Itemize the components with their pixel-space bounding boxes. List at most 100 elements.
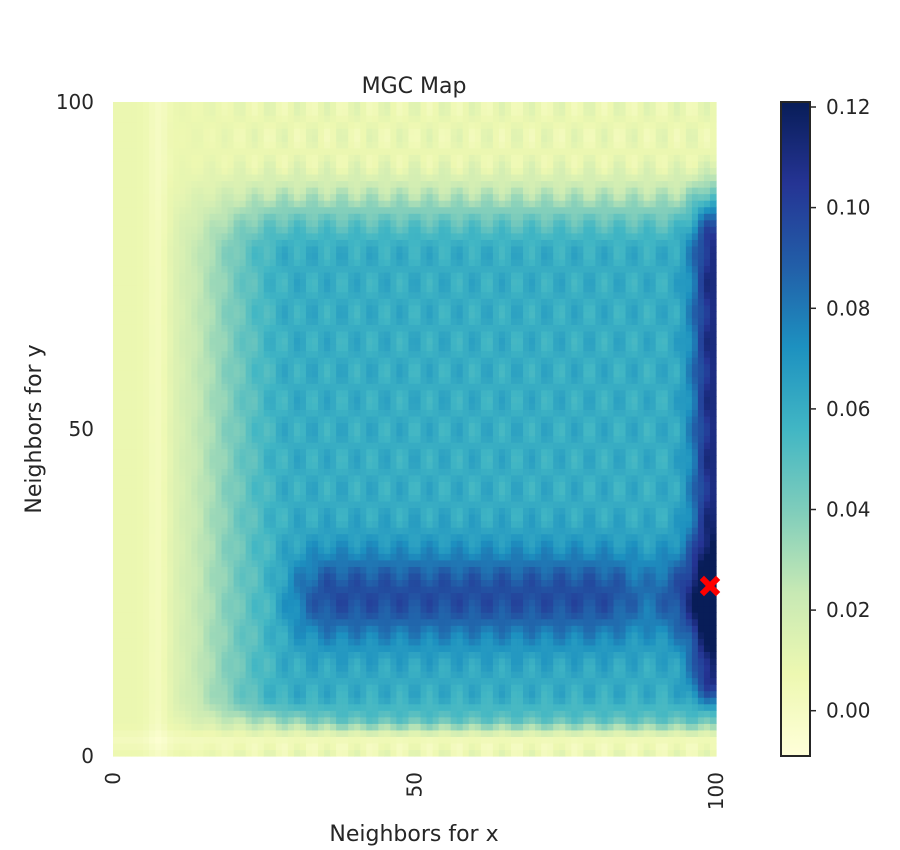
heatmap-cell <box>691 651 699 659</box>
heatmap-cell <box>492 742 500 751</box>
heatmap-cell <box>607 729 615 737</box>
heatmap-cell <box>125 697 132 705</box>
heatmap-cell <box>360 729 367 737</box>
heatmap-cell <box>450 664 458 672</box>
heatmap-cell <box>227 455 235 463</box>
heatmap-cell <box>667 742 675 751</box>
heatmap-cell <box>504 559 512 567</box>
heatmap-cell <box>420 736 428 744</box>
heatmap-cell <box>643 592 651 600</box>
heatmap-cell <box>492 546 500 554</box>
heatmap-cell <box>263 638 271 646</box>
heatmap-cell <box>547 559 554 567</box>
heatmap-cell <box>360 684 367 692</box>
heatmap-cell <box>384 592 391 600</box>
heatmap-cell <box>504 723 512 731</box>
heatmap-cell <box>305 435 313 443</box>
heatmap-cell <box>354 500 361 509</box>
heatmap-cell <box>336 592 343 600</box>
heatmap-cell <box>402 474 410 482</box>
heatmap-cell <box>203 651 211 659</box>
heatmap-cell <box>474 442 482 450</box>
heatmap-cell <box>613 612 621 620</box>
heatmap-cell <box>293 605 301 613</box>
heatmap-cell <box>426 520 434 528</box>
heatmap-cell <box>281 742 289 751</box>
heatmap-cell <box>143 742 150 751</box>
heatmap-cell <box>269 716 277 724</box>
heatmap-cell <box>450 468 458 476</box>
heatmap-cell <box>221 670 229 679</box>
heatmap-cell <box>287 612 295 620</box>
heatmap-cell <box>492 664 500 672</box>
heatmap-cell <box>233 599 241 607</box>
heatmap-cell <box>504 592 512 600</box>
heatmap-cell <box>535 618 542 626</box>
heatmap-cell <box>293 703 301 711</box>
heatmap-cell <box>577 553 584 561</box>
heatmap-cell <box>685 742 693 751</box>
heatmap-cell <box>547 435 554 443</box>
heatmap-cell <box>468 533 476 541</box>
heatmap-cell <box>553 553 560 561</box>
heatmap-cell <box>287 507 295 515</box>
heatmap-cell <box>227 716 235 724</box>
heatmap-cell <box>480 494 488 502</box>
heatmap-cell <box>498 572 506 581</box>
heatmap-cell <box>631 559 639 567</box>
heatmap-cell <box>426 612 434 620</box>
heatmap-cell <box>215 514 223 522</box>
heatmap-cell <box>281 435 289 443</box>
heatmap-cell <box>245 638 253 646</box>
heatmap-cell <box>215 651 223 659</box>
heatmap-cell <box>137 520 144 528</box>
heatmap-cell <box>625 651 633 659</box>
heatmap-cell <box>643 677 651 685</box>
heatmap-cell <box>173 494 180 502</box>
heatmap-cell <box>336 605 343 613</box>
heatmap-cell <box>510 514 518 522</box>
heatmap-cell <box>420 579 428 587</box>
heatmap-cell <box>378 677 385 685</box>
heatmap-cell <box>149 599 156 607</box>
heatmap-cell <box>305 710 313 718</box>
heatmap-cell <box>456 468 464 476</box>
heatmap-cell <box>366 585 373 594</box>
heatmap-cell <box>589 527 596 535</box>
heatmap-cell <box>438 553 446 561</box>
heatmap-cell <box>336 625 343 633</box>
heatmap-cell <box>703 651 711 659</box>
heatmap-cell <box>227 723 235 731</box>
heatmap-cell <box>595 585 603 594</box>
heatmap-cell <box>348 625 355 633</box>
heatmap-cell <box>245 749 253 757</box>
heatmap-cell <box>637 618 645 626</box>
heatmap-cell <box>619 514 627 522</box>
heatmap-cell <box>257 553 265 561</box>
heatmap-cell <box>396 592 404 600</box>
heatmap-cell <box>324 429 331 437</box>
heatmap-cell <box>523 657 530 666</box>
heatmap-cell <box>577 723 584 731</box>
heatmap-cell <box>287 527 295 535</box>
heatmap-cell <box>625 540 633 548</box>
heatmap-cell <box>336 612 343 620</box>
heatmap-cell <box>275 677 283 685</box>
heatmap-cell <box>426 429 434 437</box>
heatmap-cell <box>498 631 506 639</box>
heatmap-cell <box>402 553 410 561</box>
heatmap-cell <box>420 716 428 724</box>
heatmap-cell <box>203 572 211 581</box>
heatmap-cell <box>577 670 584 679</box>
heatmap-cell <box>498 579 506 587</box>
heatmap-cell <box>432 677 440 685</box>
heatmap-cell <box>197 703 205 711</box>
heatmap-cell <box>143 677 150 685</box>
heatmap-cell <box>179 494 186 502</box>
heatmap-cell <box>179 625 186 633</box>
heatmap-cell <box>679 684 687 692</box>
heatmap-cell <box>571 553 578 561</box>
heatmap-cell <box>167 514 174 522</box>
heatmap-cell <box>318 487 325 495</box>
heatmap-cell <box>535 474 542 482</box>
